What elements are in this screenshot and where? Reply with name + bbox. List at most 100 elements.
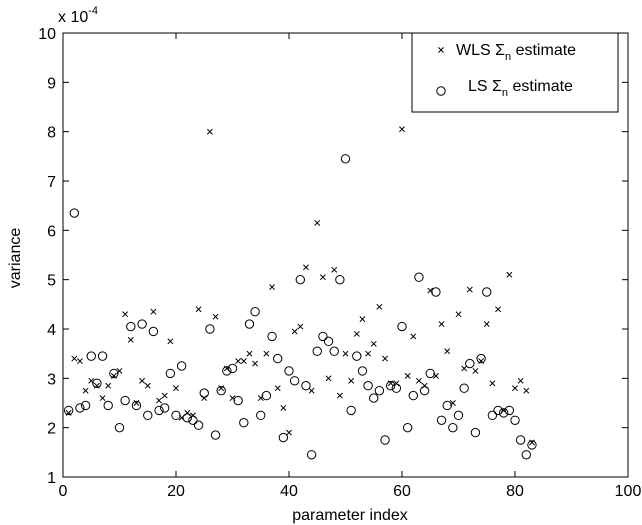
x-tick-label: 80 [506, 483, 524, 500]
ls-point [431, 287, 441, 297]
wls-point [512, 385, 518, 392]
y-tick-label: 10 [38, 26, 56, 43]
y-tick-label: 4 [47, 322, 56, 339]
x-tick-label: 60 [393, 483, 411, 500]
wls-point [269, 284, 276, 291]
y-tick-label: 1 [47, 470, 56, 487]
ls-point [340, 154, 351, 164]
ls-point [261, 390, 272, 401]
y-exponent-label: x 10-4 [58, 5, 98, 26]
ls-point [109, 368, 119, 379]
wls-point [308, 387, 315, 394]
ls-point [470, 427, 481, 438]
ls-point [92, 378, 102, 388]
ls-point [80, 400, 91, 411]
wls-point [348, 377, 355, 384]
wls-point [455, 311, 462, 318]
ls-point [419, 385, 430, 396]
wls-point [274, 385, 281, 392]
ls-point [329, 346, 339, 356]
legend-circle-glyph [436, 86, 446, 96]
ls-point [515, 435, 526, 445]
wls-point [173, 385, 179, 392]
wls-point [122, 311, 129, 318]
x-axis-label: parameter index [292, 507, 408, 524]
wls-point [139, 377, 146, 384]
ls-point [256, 410, 266, 421]
y-tick-label: 8 [47, 125, 56, 142]
ls-point [346, 405, 356, 416]
legend-label-wls: WLS Σn estimate [456, 42, 576, 63]
ls-point [120, 395, 130, 406]
ls-point [453, 410, 464, 421]
wls-point [161, 392, 168, 399]
ls-point [510, 415, 520, 425]
wls-point [404, 372, 411, 379]
ls-point [380, 435, 390, 445]
data-points [63, 126, 537, 460]
wls-point [71, 355, 78, 362]
ls-point [295, 274, 305, 285]
wls-point [105, 382, 112, 389]
x-tick-label: 20 [167, 483, 185, 500]
ls-point [436, 415, 447, 425]
wls-point [212, 313, 219, 320]
ls-point [465, 358, 475, 369]
ls-point [216, 385, 226, 396]
legend: WLS Σn estimate LS Σn estimate [411, 32, 619, 113]
wls-point [336, 392, 343, 399]
x-tick-label: 100 [615, 483, 642, 500]
legend-label-ls: LS Σn estimate [468, 78, 573, 99]
ls-point [143, 410, 153, 421]
y-tick-label: 5 [47, 273, 56, 290]
ls-point [193, 420, 204, 430]
wls-point [325, 375, 332, 382]
wls-point [415, 377, 422, 384]
wls-point [302, 264, 309, 271]
wls-point [246, 350, 253, 357]
ls-point [210, 430, 221, 440]
wls-point [523, 387, 530, 394]
ls-point [414, 272, 424, 282]
wls-point [150, 308, 157, 315]
wls-point [144, 382, 151, 389]
wls-point [82, 387, 89, 394]
ls-point [188, 415, 198, 425]
wls-point [263, 350, 270, 357]
ls-point [301, 381, 311, 391]
wls-point [99, 395, 106, 402]
y-tick-label: 3 [47, 371, 56, 388]
legend-box [411, 32, 619, 113]
ls-point [97, 351, 108, 361]
ls-point [244, 319, 255, 329]
ls-point [126, 321, 136, 332]
ls-point [63, 405, 74, 416]
y-tick-label: 2 [47, 421, 56, 438]
ls-point [527, 440, 537, 450]
wls-point [421, 382, 428, 389]
ls-point [176, 361, 187, 371]
ls-point [222, 366, 232, 376]
wls-point [235, 358, 242, 365]
wls-point [201, 395, 208, 402]
wls-point [466, 286, 473, 293]
wls-point [399, 126, 405, 133]
ls-point [318, 331, 328, 342]
ls-point [397, 321, 407, 332]
legend-x-glyph [438, 47, 444, 53]
ls-point [267, 331, 277, 342]
ls-point [402, 422, 413, 433]
legend-marker-x [438, 47, 444, 53]
legend-marker-circle [436, 86, 446, 96]
wls-point [252, 360, 259, 367]
wls-point [206, 128, 213, 135]
wls-point [365, 350, 372, 357]
ls-point [75, 403, 85, 413]
wls-point [291, 328, 298, 335]
wls-point [461, 365, 468, 372]
ls-point [154, 405, 164, 416]
ls-point [103, 400, 113, 411]
wls-point [319, 274, 326, 281]
ls-point [250, 307, 260, 317]
wls-point [495, 306, 502, 313]
